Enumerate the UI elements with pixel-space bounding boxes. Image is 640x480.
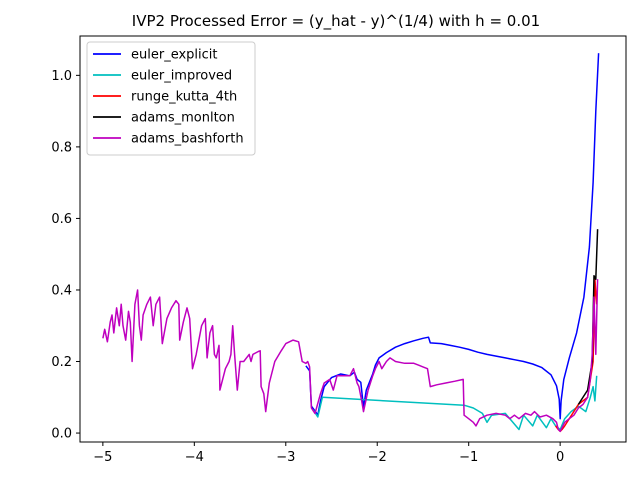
- y-tick-label: 0.8: [51, 140, 72, 155]
- legend-label: euler_explicit: [131, 48, 218, 63]
- chart-title: IVP2 Processed Error = (y_hat - y)^(1/4)…: [132, 12, 540, 31]
- x-tick-label: −5: [93, 450, 112, 465]
- y-tick-label: 0.2: [51, 355, 72, 370]
- x-tick-label: −1: [459, 450, 478, 465]
- legend-label: runge_kutta_4th: [131, 90, 237, 105]
- series-line-adams-bashforth: [102, 279, 599, 433]
- y-tick-label: 1.0: [51, 69, 72, 84]
- x-tick-label: −2: [368, 450, 387, 465]
- x-tick-label: 0: [556, 450, 564, 465]
- y-tick-label: 0.6: [51, 212, 72, 227]
- legend-label: adams_monlton: [131, 111, 235, 126]
- series-layer: [102, 53, 600, 433]
- y-tick-label: 0.0: [51, 427, 72, 442]
- y-axis: 0.0 0.2 0.4 0.6 0.8 1.0: [51, 69, 80, 442]
- plot-frame: [79, 35, 627, 443]
- legend-label: adams_bashforth: [131, 132, 244, 147]
- x-axis: −5 −4 −3 −2 −1 0: [93, 442, 564, 465]
- legend-box: [86, 41, 256, 156]
- series-line-euler-explicit: [305, 53, 600, 420]
- x-tick-label: −4: [185, 450, 204, 465]
- x-tick-label: −3: [276, 450, 295, 465]
- legend: euler_explicit euler_improved runge_kutta_…: [86, 41, 256, 156]
- y-tick-label: 0.4: [51, 283, 72, 298]
- legend-label: euler_improved: [131, 69, 232, 84]
